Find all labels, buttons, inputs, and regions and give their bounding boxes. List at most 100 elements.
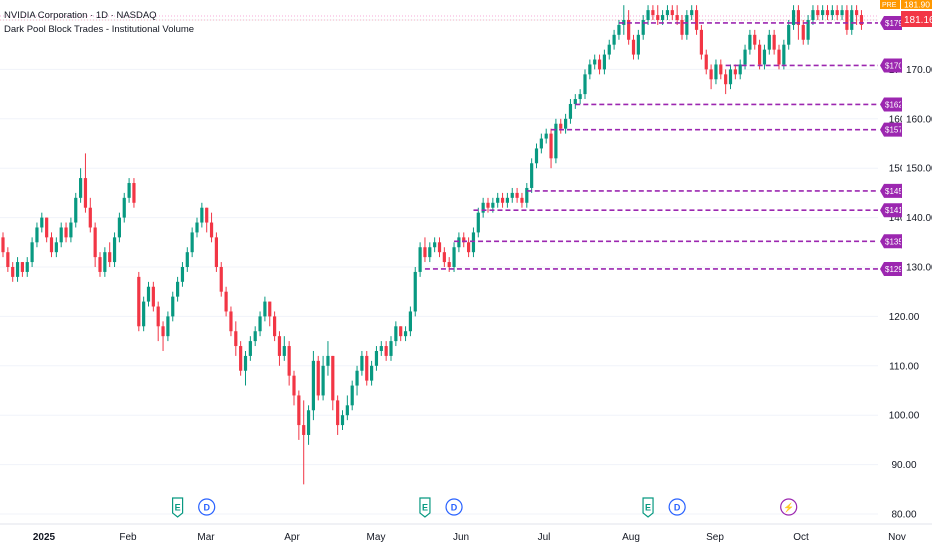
candle-body <box>331 355 335 401</box>
grid-lines <box>0 19 878 515</box>
candle-down <box>229 306 233 337</box>
candle-body <box>738 64 742 75</box>
candle-down <box>670 5 674 20</box>
candle-up <box>180 262 185 287</box>
candle-body <box>544 133 548 139</box>
dark-pool-label: $129.6 <box>880 261 910 276</box>
candle-body <box>491 202 495 208</box>
candle-body <box>782 44 786 65</box>
candle-up <box>146 281 151 307</box>
candle-body <box>724 74 728 85</box>
candle-body <box>316 360 320 396</box>
candle-up <box>345 395 349 421</box>
dark-pool-label-edge <box>901 234 902 249</box>
time-tick-label: Sep <box>706 532 724 543</box>
candle-body <box>641 20 645 35</box>
candle-up <box>117 212 121 243</box>
candle-up <box>185 247 189 272</box>
candle-body <box>694 10 699 30</box>
candle-down <box>45 217 49 243</box>
dark-pool-label: $157.8 <box>880 122 910 137</box>
candle-body <box>205 207 209 223</box>
candle-body <box>617 24 621 35</box>
candle-body <box>83 178 88 208</box>
candle-down <box>631 34 636 60</box>
candle-body <box>59 227 63 243</box>
pre-badge <box>880 0 900 9</box>
candle-body <box>403 331 408 337</box>
candle-up <box>452 242 456 272</box>
axis-mask <box>902 24 932 284</box>
candle-up <box>379 341 383 356</box>
dark-pool-label-text: $135.2 <box>885 237 910 246</box>
candle-body <box>360 355 364 371</box>
candle-body <box>457 237 461 248</box>
candle-up <box>243 350 248 386</box>
candle-down <box>205 207 209 233</box>
candle-up <box>282 336 286 361</box>
candle-body <box>200 207 204 223</box>
candle-down <box>699 24 703 60</box>
candle-body <box>462 237 466 243</box>
candle-body <box>336 400 340 426</box>
candle-up <box>534 143 539 169</box>
candle-body <box>209 222 214 238</box>
candle-up <box>355 365 359 396</box>
price-tick-label: 140.00 <box>906 213 932 224</box>
candle-down <box>93 222 97 267</box>
price-tick-label: 120.00 <box>889 312 920 323</box>
candle-body <box>690 10 694 16</box>
candle-body <box>486 202 490 208</box>
candle-up <box>593 54 597 70</box>
candle-down <box>758 39 762 70</box>
candle-up <box>821 5 825 20</box>
dividend-marker: D <box>445 498 463 516</box>
candle-body <box>442 252 446 263</box>
candle-body <box>762 49 767 65</box>
candle-up <box>200 202 204 228</box>
candle-up <box>340 410 345 431</box>
time-tick-label: Aug <box>622 532 640 543</box>
event-marker-label: E <box>645 503 651 513</box>
dark-pool-label-text: $170.8 <box>885 61 910 70</box>
candle-body <box>772 34 776 50</box>
event-marker-label: D <box>451 503 458 513</box>
candle-body <box>767 34 771 50</box>
price-tick-label: 90.00 <box>891 460 916 471</box>
candle-down <box>549 128 553 169</box>
candle-up <box>583 69 587 100</box>
candle-body <box>69 222 73 238</box>
candle-up <box>806 15 810 45</box>
candle-body <box>471 232 476 253</box>
candle-body <box>137 276 141 327</box>
candle-down <box>297 390 301 440</box>
dark-pool-label-text: $157.8 <box>885 126 910 135</box>
candle-down <box>292 370 296 406</box>
candle-down <box>816 5 820 20</box>
candle-body <box>612 34 616 45</box>
candle-body <box>821 10 825 16</box>
candle-up <box>350 380 354 411</box>
candle-down <box>680 15 684 40</box>
candle-body <box>428 247 432 258</box>
candle-down <box>772 29 776 55</box>
candle-body <box>54 242 58 253</box>
candle-down <box>277 331 282 366</box>
dark-pool-labels: $179.4 $170.8 $162.9 $157.8 $145.4 $141.5 $135… <box>880 15 910 276</box>
candle-up <box>253 326 257 347</box>
candle-down <box>331 355 335 411</box>
candle-body <box>433 242 437 248</box>
candle-body <box>379 346 383 351</box>
candle-down <box>656 5 660 25</box>
candle-body <box>156 306 160 327</box>
candle-body <box>855 10 859 16</box>
candle-up <box>554 118 558 164</box>
candle-body <box>98 257 102 272</box>
dark-pool-label-edge <box>901 122 902 137</box>
candle-down <box>137 271 141 332</box>
candle-up <box>830 5 834 20</box>
candle-body <box>719 64 723 75</box>
dark-pool-label: $162.9 <box>880 97 910 112</box>
candle-up <box>258 311 262 337</box>
